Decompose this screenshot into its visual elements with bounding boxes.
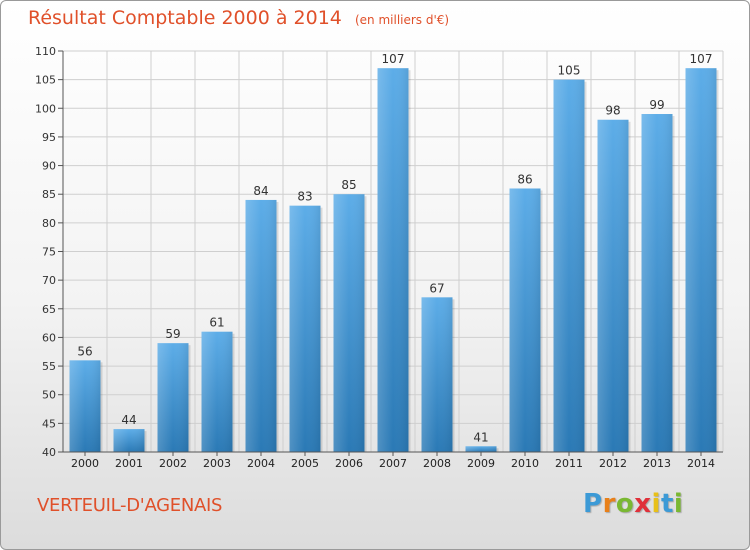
y-tick-label: 70 (42, 274, 56, 287)
bar-sheen (245, 199, 277, 452)
y-tick-label: 105 (35, 74, 56, 87)
value-label: 85 (341, 178, 356, 192)
bar-sheen (113, 429, 145, 452)
value-label: 98 (605, 104, 620, 118)
bar-sheen (553, 79, 585, 453)
value-label: 67 (429, 281, 444, 295)
logo-letter: P (583, 489, 603, 519)
bar-sheen (377, 68, 409, 452)
value-label: 41 (473, 430, 488, 444)
chart-title: Résultat Comptable 2000 à 2014 (en milli… (28, 7, 449, 29)
y-tick-label: 95 (42, 131, 56, 144)
x-tick-label: 2000 (71, 457, 99, 470)
y-tick-label: 90 (42, 160, 56, 173)
x-tick-label: 2009 (467, 457, 495, 470)
bar-sheen (641, 114, 673, 452)
logo-letter: i (651, 489, 661, 519)
value-label: 99 (649, 98, 664, 112)
y-tick-label: 60 (42, 331, 56, 344)
y-tick-label: 50 (42, 389, 56, 402)
x-tick-label: 2010 (511, 457, 539, 470)
x-tick-label: 2013 (643, 457, 671, 470)
y-tick-label: 65 (42, 303, 56, 316)
bar-sheen (157, 343, 189, 452)
value-label: 61 (209, 316, 224, 330)
labels: 40 45 50 55 60 65 70 75 80 85 90 95 100 105 110 56 2000 4… (35, 45, 715, 470)
x-tick-label: 2006 (335, 457, 363, 470)
bar-sheen (509, 188, 541, 452)
y-tick-label: 75 (42, 246, 56, 259)
bar-sheen (421, 297, 453, 452)
x-tick-label: 2014 (687, 457, 715, 470)
logo-letter: t (660, 489, 674, 519)
logo-letter: o (615, 489, 635, 519)
bar-sheen (289, 205, 321, 452)
y-tick-label: 40 (42, 446, 56, 459)
bar-sheen (333, 194, 365, 452)
bar-sheen (465, 446, 497, 452)
axes (58, 50, 723, 456)
place-name: VERTEUIL-D'AGENAIS (37, 495, 223, 516)
x-tick-label: 2011 (555, 457, 583, 470)
value-label: 107 (382, 52, 405, 66)
value-label: 83 (297, 190, 312, 204)
x-tick-label: 2003 (203, 457, 231, 470)
x-tick-label: 2007 (379, 457, 407, 470)
proxiti-logo: Proxiti (583, 489, 683, 519)
x-tick-label: 2002 (159, 457, 187, 470)
chart-title-unit: (en milliers d'€) (354, 13, 450, 27)
bars (69, 68, 719, 453)
y-tick-label: 55 (42, 360, 56, 373)
y-tick-label: 45 (42, 417, 56, 430)
bar-sheen (685, 68, 717, 452)
y-tick-label: 100 (35, 102, 56, 115)
x-tick-label: 2012 (599, 457, 627, 470)
x-tick-label: 2001 (115, 457, 143, 470)
y-tick-label: 85 (42, 188, 56, 201)
x-tick-label: 2005 (291, 457, 319, 470)
value-label: 84 (253, 184, 268, 198)
bar-sheen (69, 360, 101, 452)
value-label: 107 (690, 52, 713, 66)
value-label: 44 (121, 413, 136, 427)
logo-letter: r (602, 489, 616, 519)
logo-letter: i (673, 489, 684, 519)
value-label: 86 (517, 172, 532, 186)
logo-letter: x (634, 489, 652, 519)
value-label: 105 (558, 64, 581, 78)
bar-sheen (597, 119, 629, 452)
x-tick-label: 2004 (247, 457, 275, 470)
y-tick-label: 80 (42, 217, 56, 230)
bar-sheen (201, 331, 233, 452)
y-tick-label: 110 (35, 45, 56, 58)
value-label: 59 (165, 327, 180, 341)
x-tick-label: 2008 (423, 457, 451, 470)
chart-title-main: Résultat Comptable 2000 à 2014 (28, 7, 342, 29)
value-label: 56 (77, 344, 92, 358)
